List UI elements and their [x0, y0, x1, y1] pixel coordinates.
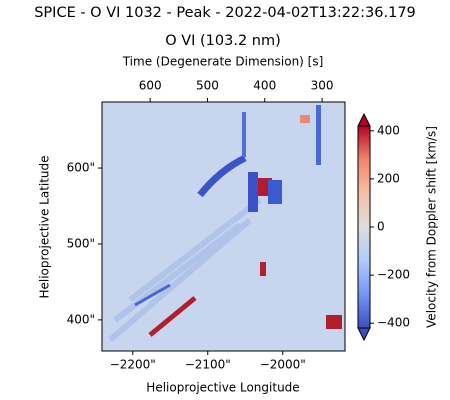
colorbar-tick-label: −200 [377, 268, 410, 282]
colorbar-over [357, 112, 371, 127]
x2-tick-label: 300 [311, 79, 334, 93]
y-tick-label: 500" [67, 236, 95, 250]
image [102, 102, 345, 351]
colorbar [357, 125, 371, 329]
chart-title: SPICE - O VI 1032 - Peak - 2022-04-02T13… [34, 5, 416, 21]
colorbar-tick-label: 200 [377, 171, 400, 185]
y-axis-label: Helioprojective Latitude [38, 155, 52, 298]
chart-subtitle: O VI (103.2 nm) [165, 33, 281, 49]
colorbar-tick-label: −400 [377, 316, 410, 330]
x2-tick-label: 400 [253, 79, 276, 93]
x-tick-label: −2000" [260, 358, 306, 372]
x2-tick-label: 600 [139, 79, 162, 93]
x2-axis-label: Time (Degenerate Dimension) [s] [122, 55, 324, 69]
x2-tick-label: 500 [196, 79, 219, 93]
colorbar-label: Velocity from Doppler shift [km/s] [425, 126, 439, 328]
colorbar-tick-label: 400 [377, 123, 400, 137]
x-axis-label: Helioprojective Longitude [146, 381, 299, 395]
colorbar-under [357, 327, 371, 342]
colorbar-tick-label: 0 [377, 220, 385, 234]
x-tick-label: −2200" [110, 358, 156, 372]
y-tick-label: 600" [67, 161, 95, 175]
plot-frame [101, 101, 346, 352]
x-tick-label: −2100" [185, 358, 231, 372]
y-tick-label: 400" [67, 312, 95, 326]
